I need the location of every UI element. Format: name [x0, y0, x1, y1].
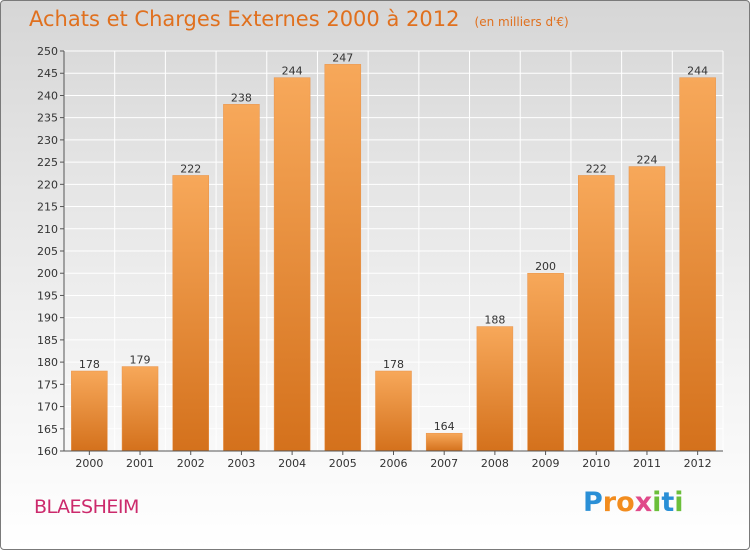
- x-tick-label: 2003: [227, 457, 255, 470]
- data-label: 247: [332, 51, 353, 64]
- logo-letter: i: [674, 487, 684, 518]
- logo-letter: i: [652, 487, 662, 518]
- y-tick-label: 200: [37, 267, 58, 280]
- bars: [71, 64, 716, 452]
- data-label: 244: [687, 65, 708, 78]
- logo-letter: x: [634, 487, 653, 518]
- bar: [425, 432, 463, 452]
- x-tick-label: 2000: [75, 457, 103, 470]
- y-tick-label: 250: [37, 45, 58, 58]
- data-label: 200: [535, 260, 556, 273]
- x-tick-label: 2007: [430, 457, 458, 470]
- data-label: 178: [79, 358, 100, 371]
- proxiti-logo: Proxiti: [583, 487, 684, 518]
- y-tick-label: 205: [37, 245, 58, 258]
- x-tick-label: 2010: [582, 457, 610, 470]
- labels: 178 179 222 238 244 247 178 164 188 200 222 224 244: [79, 51, 708, 433]
- y-tick-label: 165: [37, 423, 58, 436]
- bar: [578, 175, 615, 452]
- data-label: 222: [586, 162, 607, 175]
- x-tick-label: 2005: [329, 457, 357, 470]
- y-tick-label: 245: [37, 67, 58, 80]
- y-tick-label: 180: [37, 356, 58, 369]
- x-tick-label: 2008: [481, 457, 509, 470]
- y-tick-label: 225: [37, 156, 58, 169]
- chart-title: Achats et Charges Externes 2000 à 2012: [29, 7, 460, 31]
- bar: [172, 175, 209, 452]
- x-tick-label: 2002: [177, 457, 205, 470]
- y-tick-label: 220: [37, 178, 58, 191]
- y-tick-label: 240: [37, 89, 58, 102]
- x-tick-label: 2012: [684, 457, 712, 470]
- logo-letter: P: [583, 487, 603, 518]
- data-label: 179: [130, 354, 151, 367]
- y-tick-label: 215: [37, 201, 58, 214]
- chart-subtitle: (en milliers d'€): [474, 15, 569, 29]
- x-tick-label: 2006: [380, 457, 408, 470]
- bar: [223, 104, 260, 452]
- y-tick-label: 160: [37, 445, 58, 458]
- bar: [628, 166, 666, 452]
- data-label: 244: [282, 65, 303, 78]
- data-label: 224: [636, 154, 657, 167]
- x-tick-label: 2011: [633, 457, 661, 470]
- bar: [273, 77, 311, 452]
- logo-letter: t: [661, 487, 675, 518]
- bar: [324, 64, 362, 452]
- data-label: 238: [231, 91, 252, 104]
- bar: [375, 370, 412, 452]
- bar: [121, 366, 159, 452]
- y-tick-label: 230: [37, 134, 58, 147]
- y-tick-label: 185: [37, 334, 58, 347]
- y-tick-label: 170: [37, 401, 58, 414]
- bar: [679, 77, 716, 452]
- data-label: 178: [383, 358, 404, 371]
- y-tick-label: 195: [37, 289, 58, 302]
- y-tick-label: 210: [37, 223, 58, 236]
- data-label: 164: [434, 420, 455, 433]
- bar: [476, 326, 514, 452]
- logo-letter: r: [602, 487, 617, 518]
- title-row: Achats et Charges Externes 2000 à 2012 (…: [29, 7, 569, 31]
- x-tick-label: 2009: [532, 457, 560, 470]
- bar: [71, 370, 108, 452]
- logo-letter: o: [616, 487, 635, 518]
- y-tick-label: 190: [37, 312, 58, 325]
- data-label: 188: [484, 314, 505, 327]
- y-tick-label: 175: [37, 378, 58, 391]
- y-tick-label: 235: [37, 112, 58, 125]
- commune-name: BLAESHEIM: [34, 496, 139, 518]
- x-tick-label: 2001: [126, 457, 154, 470]
- x-tick-label: 2004: [278, 457, 306, 470]
- data-label: 222: [180, 162, 201, 175]
- axes: 160 165 170 175 180 185 190 195 200 205 210 215 220 2…: [37, 45, 723, 470]
- bar: [527, 272, 564, 452]
